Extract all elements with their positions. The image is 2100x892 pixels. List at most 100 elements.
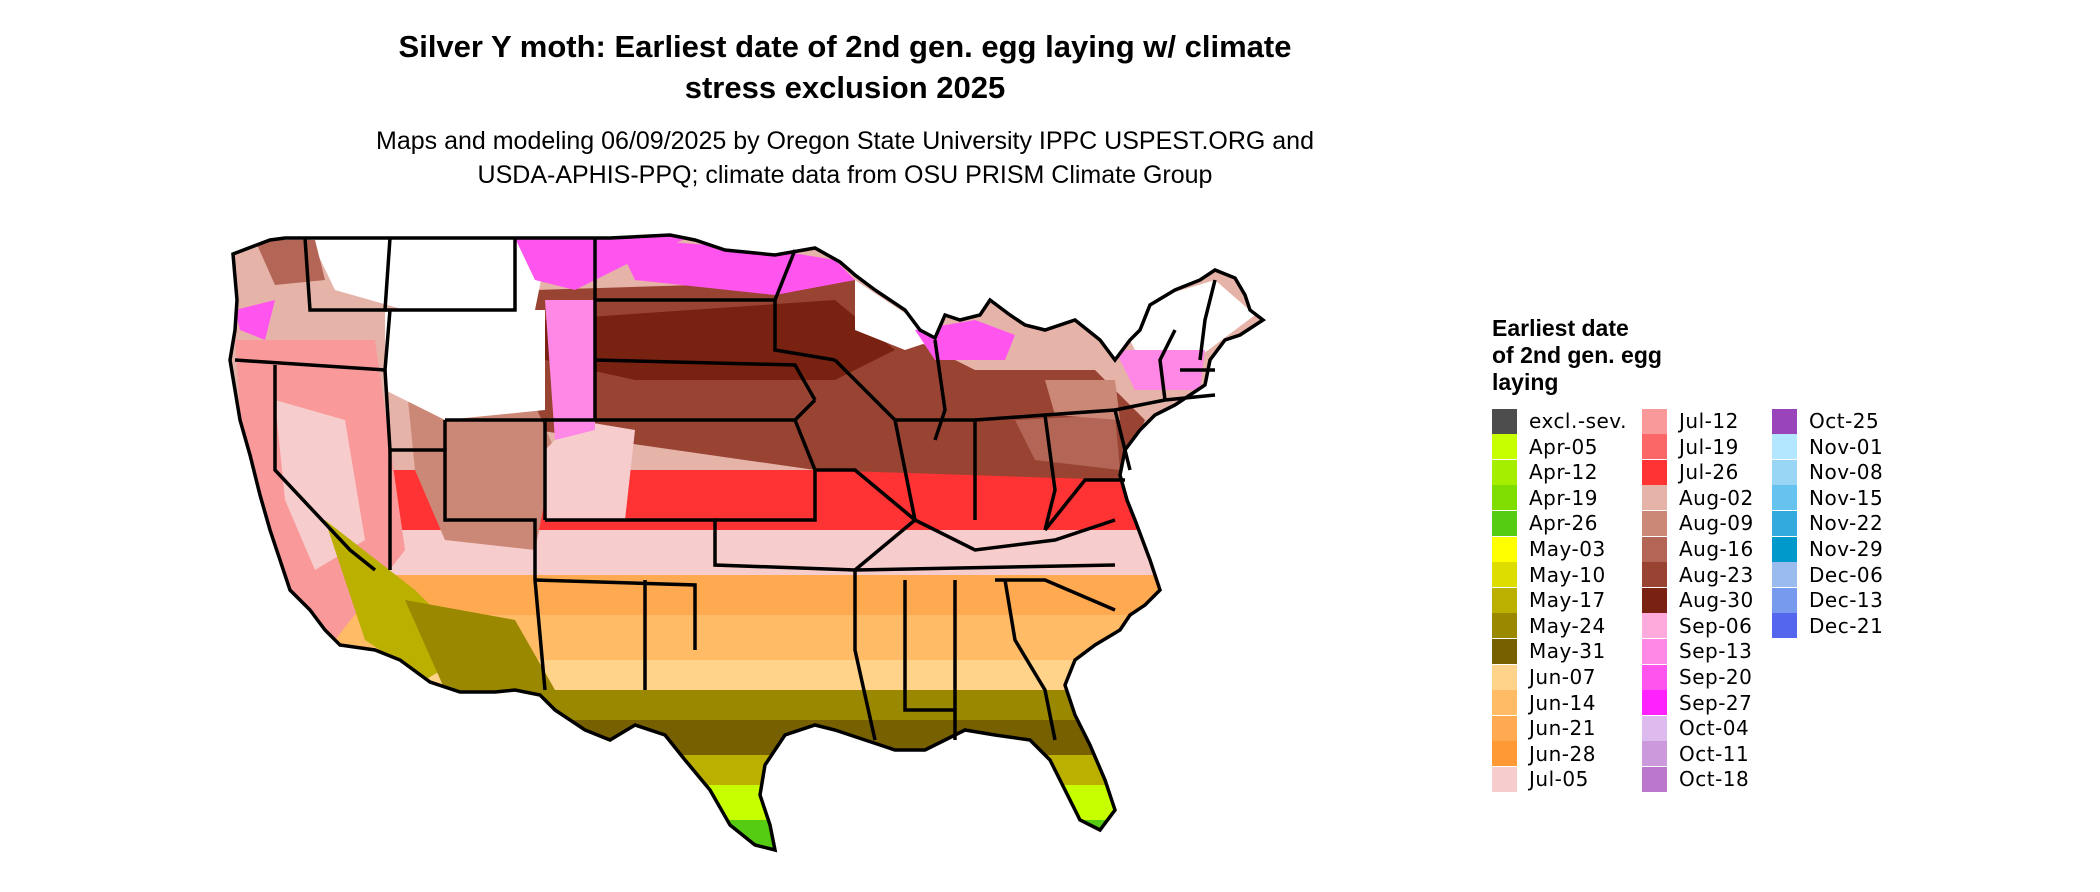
legend-swatch xyxy=(1642,434,1667,460)
legend-label: Dec-13 xyxy=(1809,588,1884,613)
legend-label: Nov-08 xyxy=(1809,460,1884,485)
legend-swatch xyxy=(1492,741,1517,767)
legend-swatch xyxy=(1642,485,1667,511)
legend-item: Dec-06 xyxy=(1772,562,1883,588)
legend-swatch xyxy=(1642,613,1667,639)
legend-swatch xyxy=(1492,613,1517,639)
legend-label: Jul-19 xyxy=(1679,434,1739,459)
legend-swatch xyxy=(1772,459,1797,485)
legend-swatch xyxy=(1492,434,1517,460)
legend-swatch xyxy=(1772,485,1797,511)
legend-label: Oct-11 xyxy=(1679,741,1750,766)
legend-label: Aug-02 xyxy=(1679,485,1754,510)
map-title-line-1: Silver Y moth: Earliest date of 2nd gen.… xyxy=(398,29,1292,64)
state-boundaries xyxy=(228,233,1265,852)
legend-item: Apr-19 xyxy=(1492,485,1598,511)
legend-label: Apr-05 xyxy=(1529,434,1598,459)
legend-swatch xyxy=(1492,715,1517,741)
legend-item: Oct-04 xyxy=(1642,715,1749,741)
legend-label: Jun-07 xyxy=(1529,665,1596,689)
legend-swatch xyxy=(1772,562,1797,588)
legend-item: Sep-13 xyxy=(1642,638,1752,664)
legend-swatch xyxy=(1642,408,1667,434)
legend-swatch xyxy=(1642,587,1667,613)
legend-item: Jun-21 xyxy=(1492,715,1596,741)
legend-item: Dec-13 xyxy=(1772,587,1883,613)
legend-label: Dec-21 xyxy=(1809,613,1884,638)
legend-item: Sep-20 xyxy=(1642,664,1752,690)
legend-swatch xyxy=(1642,766,1667,792)
legend-item: Oct-11 xyxy=(1642,741,1749,767)
legend-label: May-31 xyxy=(1529,639,1606,664)
legend-item: May-03 xyxy=(1492,536,1606,562)
legend-swatch xyxy=(1492,485,1517,511)
legend-swatch xyxy=(1772,434,1797,460)
legend-item: Aug-23 xyxy=(1642,562,1754,588)
legend-swatch xyxy=(1772,613,1797,639)
legend-item: Jul-19 xyxy=(1642,434,1739,460)
legend-item: excl.-sev. xyxy=(1492,408,1627,434)
legend-item: Jun-28 xyxy=(1492,741,1596,767)
legend-label: Aug-09 xyxy=(1679,511,1754,536)
legend-label: May-24 xyxy=(1529,613,1606,638)
legend-label: Aug-16 xyxy=(1679,537,1754,561)
legend-label: Jun-21 xyxy=(1529,716,1596,741)
legend-label: Sep-27 xyxy=(1679,690,1753,715)
legend-label: Jun-14 xyxy=(1529,690,1596,715)
legend-label: Jul-05 xyxy=(1529,767,1589,792)
legend-swatch xyxy=(1642,715,1667,741)
legend-label: Nov-15 xyxy=(1809,485,1884,510)
legend-label: Dec-06 xyxy=(1809,562,1884,587)
legend-swatch xyxy=(1642,459,1667,485)
legend-label: Apr-19 xyxy=(1529,485,1598,510)
legend-swatch xyxy=(1642,510,1667,536)
legend-swatch xyxy=(1642,536,1667,562)
legend-item: Aug-30 xyxy=(1642,587,1754,613)
legend-item: Nov-29 xyxy=(1772,536,1883,562)
legend-label: Nov-01 xyxy=(1809,434,1884,459)
legend-swatch xyxy=(1642,562,1667,588)
legend-label: Nov-22 xyxy=(1809,511,1884,536)
legend-item: Aug-16 xyxy=(1642,536,1754,562)
legend-item: Apr-26 xyxy=(1492,510,1598,536)
legend-item: Nov-08 xyxy=(1772,459,1883,485)
legend-item: Aug-09 xyxy=(1642,510,1754,536)
legend-item: Jul-26 xyxy=(1642,459,1739,485)
legend-swatch xyxy=(1492,536,1517,562)
legend-item: Sep-06 xyxy=(1642,613,1752,639)
legend-swatch xyxy=(1492,664,1517,690)
legend-swatch xyxy=(1492,408,1517,434)
legend-label: Sep-20 xyxy=(1679,665,1753,689)
legend-item: May-10 xyxy=(1492,562,1606,588)
legend-swatch xyxy=(1492,766,1517,792)
legend-label: Oct-04 xyxy=(1679,716,1750,741)
legend-label: Apr-12 xyxy=(1529,460,1598,485)
legend-item: Oct-18 xyxy=(1642,766,1749,792)
map-legend: excl.-sev. Apr-05 Apr-12 Apr-19 Apr-26 May-03… xyxy=(1492,408,1912,798)
map-title: Silver Y moth: Earliest date of 2nd gen.… xyxy=(300,26,1390,108)
legend-label: May-17 xyxy=(1529,588,1606,613)
legend-item: May-31 xyxy=(1492,638,1606,664)
legend-swatch xyxy=(1492,587,1517,613)
legend-item: Jul-12 xyxy=(1642,408,1739,434)
legend-swatch xyxy=(1492,562,1517,588)
map-subtitle-line-2: USDA-APHIS-PPQ; climate data from OSU PR… xyxy=(477,161,1213,189)
legend-label: Sep-13 xyxy=(1679,639,1753,664)
legend-item: Nov-15 xyxy=(1772,485,1883,511)
legend-label: Oct-25 xyxy=(1809,409,1880,433)
legend-label: Aug-23 xyxy=(1679,562,1754,587)
legend-item: May-17 xyxy=(1492,587,1606,613)
map-subtitle-line-1: Maps and modeling 06/09/2025 by Oregon S… xyxy=(376,127,1314,155)
legend-item: Aug-02 xyxy=(1642,485,1754,511)
us-map xyxy=(228,233,1265,852)
legend-label: Jul-26 xyxy=(1679,460,1739,485)
legend-swatch xyxy=(1642,741,1667,767)
legend-label: Apr-26 xyxy=(1529,511,1598,536)
legend-swatch xyxy=(1772,587,1797,613)
legend-item: Nov-22 xyxy=(1772,510,1883,536)
legend-label: Oct-18 xyxy=(1679,767,1750,792)
legend-label: Jun-28 xyxy=(1529,741,1596,766)
legend-swatch xyxy=(1772,408,1797,434)
legend-swatch xyxy=(1772,510,1797,536)
legend-item: Jun-07 xyxy=(1492,664,1596,690)
